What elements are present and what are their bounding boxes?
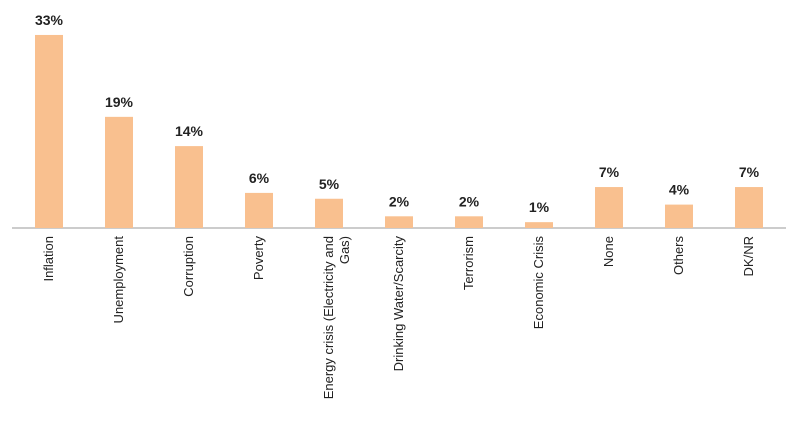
x-tick-label: DK/NR: [741, 236, 756, 277]
data-label: 2%: [459, 193, 480, 209]
x-tick-label: Economic Crisis: [531, 236, 546, 330]
bar: [385, 216, 413, 228]
x-tick-label: Unemployment: [111, 236, 126, 324]
bar: [735, 187, 763, 228]
data-label: 14%: [175, 123, 204, 139]
data-label: 6%: [249, 170, 270, 186]
data-label: 7%: [739, 164, 760, 180]
bar: [105, 116, 133, 228]
bar: [525, 222, 553, 228]
bar: [665, 204, 693, 228]
bar: [595, 187, 623, 228]
x-tick-label: Energy crisis (Electricity and Gas): [321, 236, 352, 400]
x-tick-label: Terrorism: [461, 236, 476, 291]
data-label: 33%: [35, 12, 64, 28]
data-label: 19%: [105, 94, 134, 110]
x-tick-label: Drinking Water/Scarcity: [391, 236, 406, 372]
bar: [315, 198, 343, 228]
data-label: 7%: [599, 164, 620, 180]
x-tick-label: Corruption: [181, 236, 196, 297]
x-tick-label: Inflation: [41, 236, 56, 282]
data-label: 5%: [319, 176, 340, 192]
x-tick-label: None: [601, 236, 616, 268]
bar: [455, 216, 483, 228]
data-label: 2%: [389, 193, 410, 209]
x-tick-label: Poverty: [251, 236, 266, 281]
bar: [175, 146, 203, 228]
bar: [245, 192, 273, 228]
x-tick-label: Others: [671, 236, 686, 276]
data-label: 4%: [669, 182, 690, 198]
bar: [35, 34, 63, 229]
data-label: 1%: [529, 199, 550, 215]
